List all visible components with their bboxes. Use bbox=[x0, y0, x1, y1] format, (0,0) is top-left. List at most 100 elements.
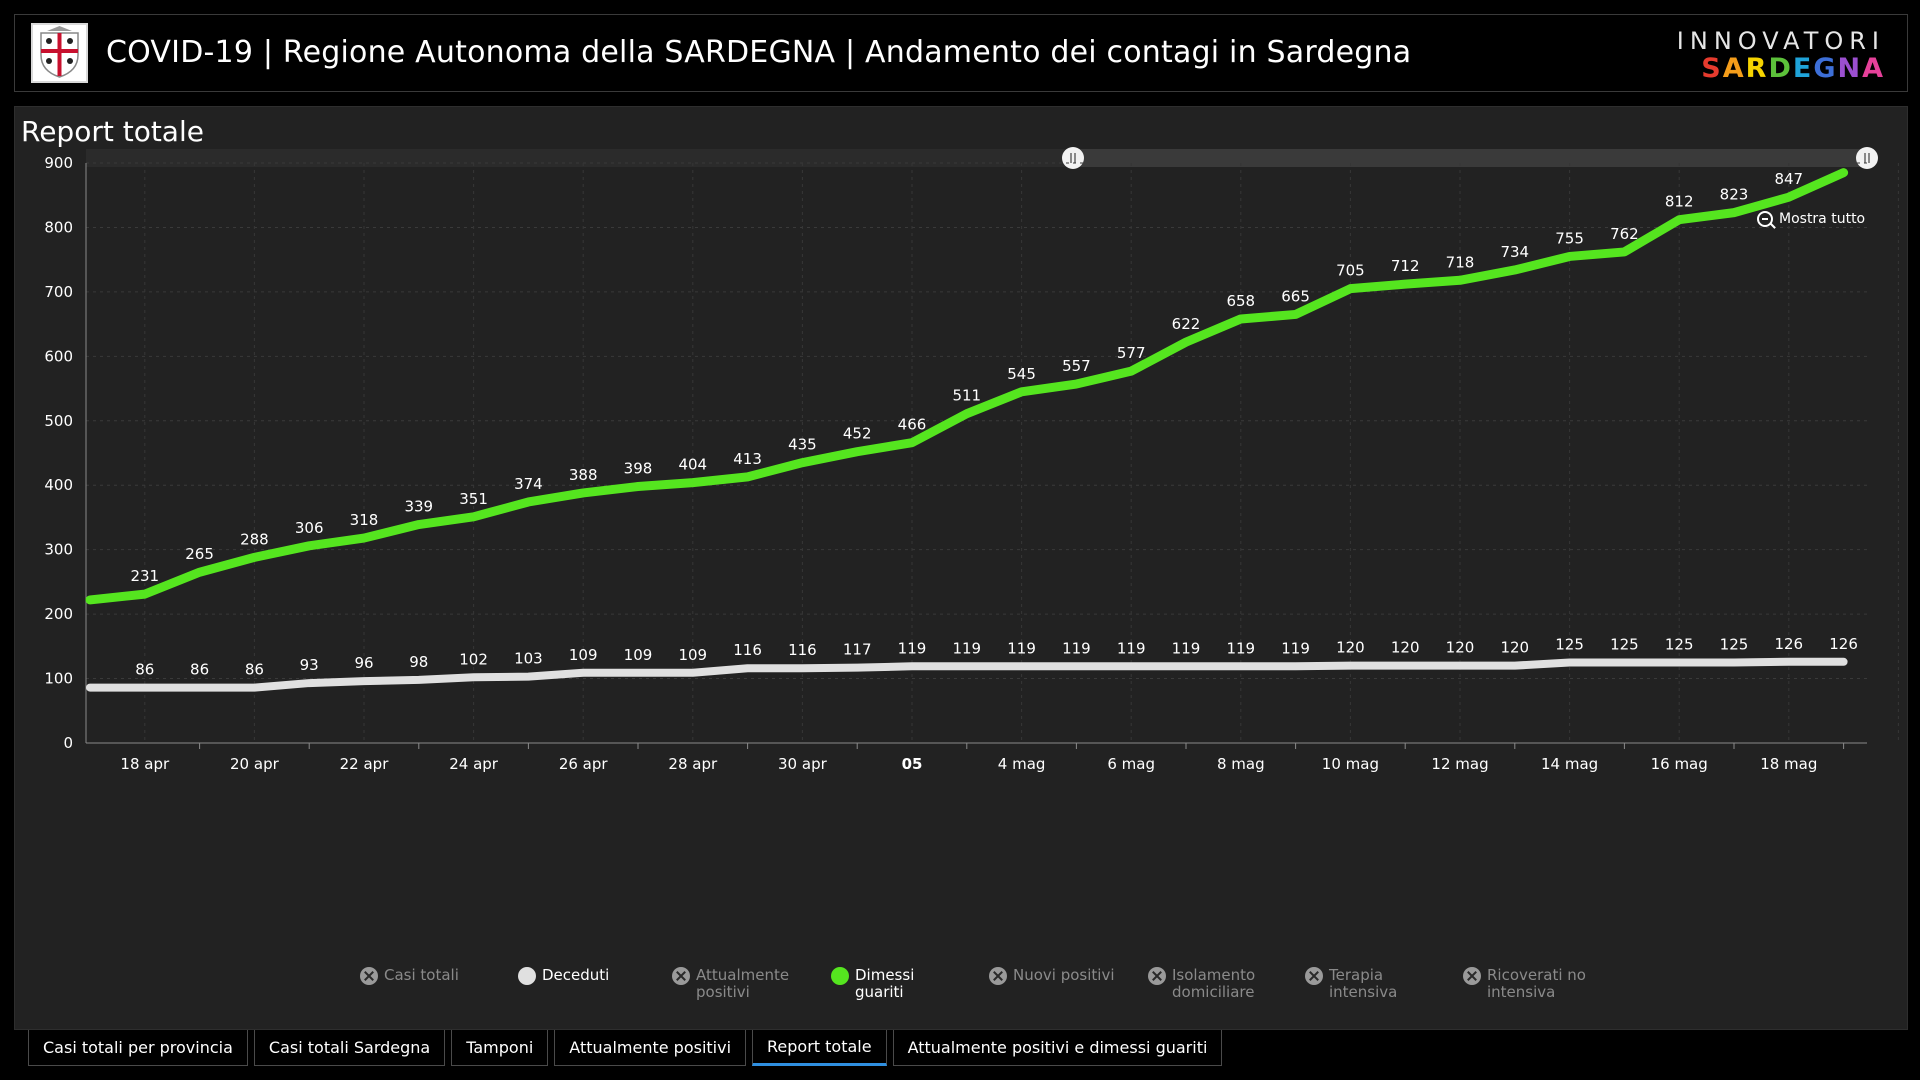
legend-item[interactable]: Terapia intensiva bbox=[1305, 967, 1439, 1001]
data-label: 413 bbox=[733, 450, 762, 468]
chart-legend: Casi totali Deceduti Attualmente positivi D… bbox=[15, 967, 1907, 1027]
data-point bbox=[253, 687, 255, 689]
data-label: 339 bbox=[404, 498, 433, 516]
tab-casi-totali-per-provincia[interactable]: Casi totali per provincia bbox=[28, 1030, 248, 1066]
tab-attualmente-positivi-e-dimessi-guariti[interactable]: Attualmente positivi e dimessi guariti bbox=[892, 1030, 1223, 1066]
data-point bbox=[199, 687, 201, 689]
legend-item[interactable]: Nuovi positivi bbox=[989, 967, 1115, 985]
data-label: 306 bbox=[295, 519, 324, 537]
data-label: 435 bbox=[788, 436, 817, 454]
data-label: 404 bbox=[678, 456, 707, 474]
data-point bbox=[418, 679, 420, 681]
data-point bbox=[1569, 255, 1571, 257]
panel-title: Report totale bbox=[21, 115, 204, 148]
data-point bbox=[1733, 212, 1735, 214]
legend-item[interactable]: Deceduti bbox=[518, 967, 609, 985]
data-point bbox=[1843, 661, 1845, 663]
data-point bbox=[308, 545, 310, 547]
data-point bbox=[1130, 665, 1132, 667]
data-point bbox=[856, 667, 858, 669]
data-point bbox=[253, 556, 255, 558]
legend-label: Attualmente positivi bbox=[696, 966, 790, 1001]
data-label: 119 bbox=[1117, 639, 1146, 657]
range-handle-right[interactable] bbox=[1856, 147, 1878, 169]
data-label: 665 bbox=[1281, 287, 1310, 305]
page-title: COVID-19 | Regione Autonoma della SARDEG… bbox=[106, 35, 1412, 70]
data-label: 96 bbox=[354, 654, 373, 672]
tab-tamponi[interactable]: Tamponi bbox=[451, 1030, 549, 1066]
data-point bbox=[692, 482, 694, 484]
data-point bbox=[582, 492, 584, 494]
tab-report-totale[interactable]: Report totale bbox=[752, 1030, 887, 1066]
data-point bbox=[1021, 391, 1023, 393]
tab-attualmente-positivi[interactable]: Attualmente positivi bbox=[554, 1030, 747, 1066]
data-label: 823 bbox=[1720, 186, 1749, 204]
legend-item[interactable]: Attualmente positivi bbox=[672, 967, 806, 1001]
data-label: 120 bbox=[1336, 639, 1365, 657]
legend-item[interactable]: Casi totali bbox=[360, 967, 459, 985]
legend-marker-icon bbox=[831, 967, 849, 985]
data-point bbox=[911, 665, 913, 667]
data-label: 577 bbox=[1117, 344, 1146, 362]
tab-bar: Casi totali per provincia Casi totali Sar… bbox=[28, 1030, 1228, 1066]
legend-item[interactable]: Isolamento domiciliare bbox=[1148, 967, 1282, 1001]
data-point bbox=[582, 672, 584, 674]
data-point bbox=[1514, 665, 1516, 667]
data-label: 98 bbox=[409, 653, 428, 671]
data-point bbox=[1678, 219, 1680, 221]
data-label: 86 bbox=[245, 661, 264, 679]
data-point bbox=[966, 413, 968, 415]
y-tick-label: 800 bbox=[44, 218, 73, 236]
data-label: 557 bbox=[1062, 357, 1091, 375]
header-bar: COVID-19 | Regione Autonoma della SARDEG… bbox=[14, 14, 1908, 92]
data-point bbox=[1349, 288, 1351, 290]
data-point bbox=[527, 501, 529, 503]
legend-item[interactable]: Dimessi guariti bbox=[831, 967, 965, 1001]
data-point bbox=[747, 476, 749, 478]
x-tick-label: 26 apr bbox=[559, 755, 609, 773]
data-point bbox=[1459, 665, 1461, 667]
data-label: 119 bbox=[1172, 639, 1201, 657]
series-line-deceduti bbox=[86, 657, 1848, 692]
data-label: 125 bbox=[1665, 635, 1694, 653]
legend-disabled-icon bbox=[1148, 967, 1166, 985]
data-label: 705 bbox=[1336, 262, 1365, 280]
data-point bbox=[1569, 661, 1571, 663]
data-point bbox=[363, 537, 365, 539]
data-label: 120 bbox=[1391, 639, 1420, 657]
data-point bbox=[911, 442, 913, 444]
legend-item[interactable]: Ricoverati no intensiva bbox=[1463, 967, 1597, 1001]
data-point bbox=[692, 672, 694, 674]
data-label: 734 bbox=[1500, 243, 1529, 261]
data-label: 119 bbox=[1062, 639, 1091, 657]
range-handle-left[interactable] bbox=[1062, 147, 1084, 169]
data-label: 119 bbox=[1007, 639, 1036, 657]
y-tick-label: 100 bbox=[44, 670, 73, 688]
y-tick-label: 300 bbox=[44, 541, 73, 559]
data-point bbox=[1404, 283, 1406, 285]
data-label: 712 bbox=[1391, 257, 1420, 275]
data-point bbox=[473, 676, 475, 678]
data-label: 119 bbox=[952, 639, 981, 657]
data-label: 86 bbox=[135, 661, 154, 679]
data-label: 658 bbox=[1226, 292, 1255, 310]
data-label: 812 bbox=[1665, 193, 1694, 211]
x-tick-label: 8 mag bbox=[1217, 755, 1265, 773]
x-tick-label: 18 mag bbox=[1760, 755, 1817, 773]
data-point bbox=[1514, 269, 1516, 271]
data-point bbox=[1788, 661, 1790, 663]
data-label: 388 bbox=[569, 466, 598, 484]
data-label: 86 bbox=[190, 661, 209, 679]
data-label: 109 bbox=[569, 646, 598, 664]
tab-casi-totali-sardegna[interactable]: Casi totali Sardegna bbox=[253, 1030, 446, 1066]
data-point bbox=[1240, 318, 1242, 320]
x-tick-label: 10 mag bbox=[1322, 755, 1379, 773]
legend-marker-icon bbox=[518, 967, 536, 985]
legend-label: Casi totali bbox=[384, 966, 459, 984]
line-chart: 0 100 200 300 400 500 600 700 800 900 18 apr 20 apr… bbox=[44, 147, 1899, 773]
data-point bbox=[1843, 172, 1845, 174]
x-tick-label: 4 mag bbox=[998, 755, 1046, 773]
show-all-button[interactable]: Mostra tutto bbox=[1757, 211, 1865, 227]
data-point bbox=[1404, 665, 1406, 667]
data-point bbox=[144, 593, 146, 595]
